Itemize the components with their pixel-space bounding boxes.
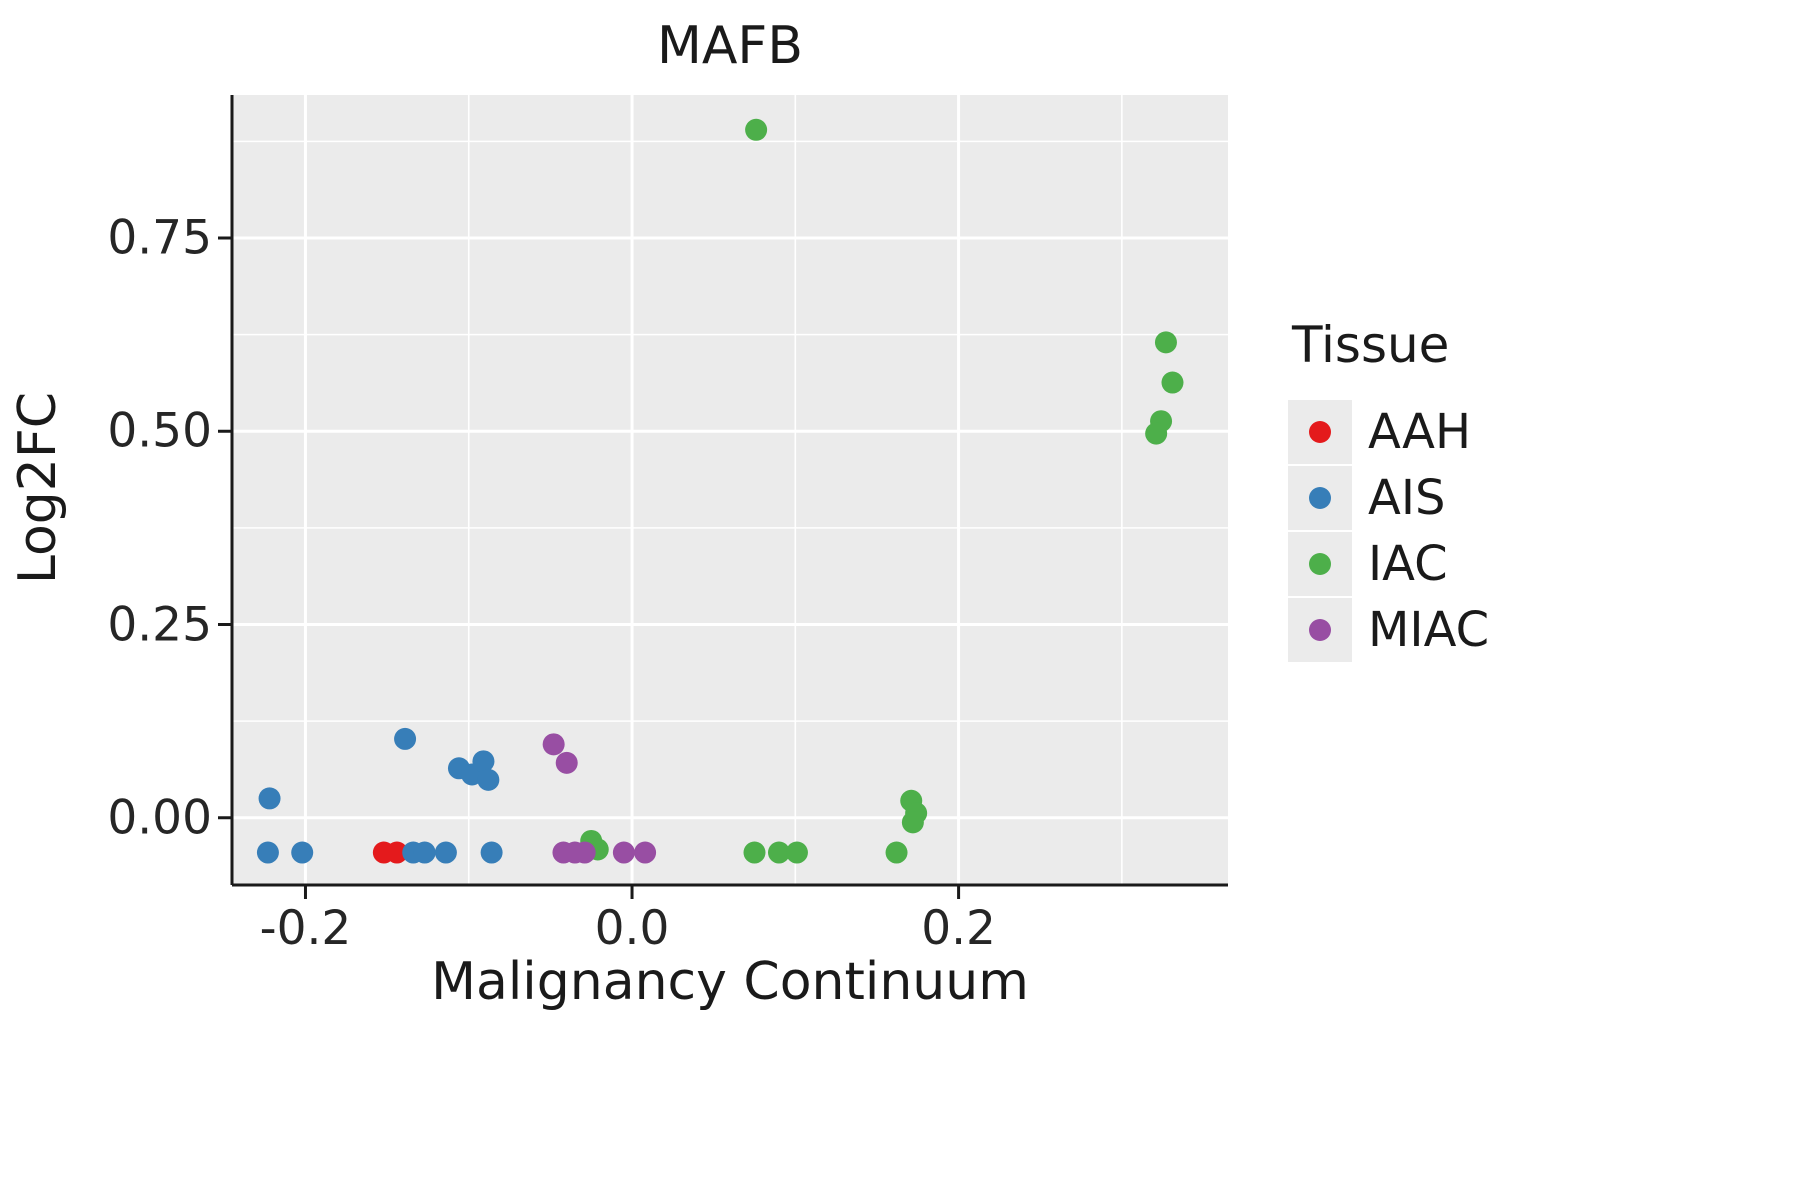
legend-key (1288, 532, 1352, 596)
legend-label: IAC (1368, 536, 1448, 592)
legend-item-IAC: IAC (1288, 532, 1489, 596)
x-tick-label: -0.2 (259, 901, 352, 956)
legend-item-AIS: AIS (1288, 466, 1489, 530)
data-point-IAC (743, 841, 766, 864)
data-point-MIAC (573, 841, 596, 864)
data-point-IAC (1145, 422, 1168, 445)
data-point-IAC (767, 841, 790, 864)
data-point-MIAC (634, 841, 657, 864)
chart-title: MAFB (656, 16, 804, 76)
data-point-MIAC (612, 841, 635, 864)
data-point-IAC (885, 841, 908, 864)
data-point-AIS (256, 841, 279, 864)
data-point-MIAC (555, 751, 578, 774)
y-axis-label: Log2FC (8, 391, 68, 585)
legend-item-AAH: AAH (1288, 400, 1489, 464)
plot-panel (218, 95, 1228, 899)
plot-svg (218, 95, 1228, 899)
legend-dot-icon (1309, 487, 1331, 509)
data-point-IAC (1161, 371, 1184, 394)
data-point-AIS (394, 727, 417, 750)
data-point-IAC (785, 841, 808, 864)
data-point-AIS (480, 841, 503, 864)
x-axis-label: Malignancy Continuum (431, 952, 1029, 1012)
legend-item-MIAC: MIAC (1288, 598, 1489, 662)
y-tick-label: 0.00 (107, 790, 212, 846)
y-tick-label: 0.75 (107, 210, 212, 266)
data-point-AIS (434, 841, 457, 864)
legend-dot-icon (1309, 619, 1331, 641)
data-point-AIS (477, 768, 500, 791)
legend: Tissue AAH AIS IAC MIAC (1288, 316, 1489, 664)
y-tick-label: 0.50 (107, 403, 212, 459)
data-point-AAH (385, 841, 408, 864)
legend-title: Tissue (1292, 316, 1450, 374)
legend-items: AAH AIS IAC MIAC (1288, 400, 1489, 662)
data-point-AIS (258, 787, 281, 810)
data-point-IAC (901, 811, 924, 834)
legend-dot-icon (1309, 553, 1331, 575)
y-tick-label: 0.25 (107, 597, 212, 652)
legend-key (1288, 466, 1352, 530)
data-point-AIS (291, 841, 314, 864)
data-point-IAC (745, 118, 768, 141)
legend-key (1288, 598, 1352, 662)
legend-label: AIS (1368, 470, 1446, 526)
legend-dot-icon (1309, 421, 1331, 443)
legend-label: AAH (1368, 404, 1472, 460)
data-point-AIS (413, 841, 436, 864)
data-point-IAC (1154, 331, 1177, 354)
x-tick-label: 0.2 (921, 901, 996, 956)
data-point-AIS (472, 750, 495, 773)
legend-key (1288, 400, 1352, 464)
x-tick-label: 0.0 (594, 901, 670, 956)
legend-label: MIAC (1368, 602, 1490, 658)
data-point-MIAC (542, 733, 565, 756)
